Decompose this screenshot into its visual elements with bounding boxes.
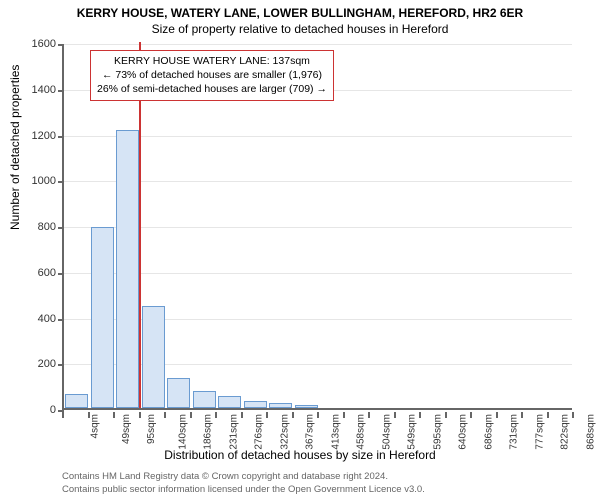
x-tick-mark bbox=[470, 412, 472, 418]
x-tick-mark bbox=[113, 412, 115, 418]
y-tick-label: 1400 bbox=[32, 84, 56, 96]
x-tick-mark bbox=[368, 412, 370, 418]
x-tick-label: 504sqm bbox=[381, 414, 392, 450]
x-tick-mark bbox=[419, 412, 421, 418]
y-tick-mark bbox=[58, 364, 64, 366]
histogram-bar bbox=[295, 405, 318, 408]
annotation-box: KERRY HOUSE WATERY LANE: 137sqm← 73% of … bbox=[90, 50, 334, 101]
title-block: KERRY HOUSE, WATERY LANE, LOWER BULLINGH… bbox=[0, 0, 600, 36]
y-tick-label: 1200 bbox=[32, 130, 56, 142]
x-tick-label: 777sqm bbox=[534, 414, 545, 450]
x-tick-mark bbox=[292, 412, 294, 418]
attribution-line-1: Contains HM Land Registry data © Crown c… bbox=[62, 471, 425, 483]
y-tick-mark bbox=[58, 90, 64, 92]
x-tick-mark bbox=[241, 412, 243, 418]
x-tick-mark bbox=[521, 412, 523, 418]
attribution-line-2: Contains public sector information licen… bbox=[62, 484, 425, 496]
x-tick-label: 549sqm bbox=[407, 414, 418, 450]
x-tick-mark bbox=[445, 412, 447, 418]
x-tick-label: 686sqm bbox=[483, 414, 494, 450]
x-axis-label: Distribution of detached houses by size … bbox=[0, 448, 600, 462]
y-tick-label: 800 bbox=[38, 221, 56, 233]
annotation-line: KERRY HOUSE WATERY LANE: 137sqm bbox=[97, 54, 327, 68]
x-tick-label: 367sqm bbox=[305, 414, 316, 450]
histogram-bar bbox=[91, 227, 114, 408]
histogram-bar bbox=[193, 391, 216, 408]
x-tick-label: 458sqm bbox=[356, 414, 367, 450]
y-tick-mark bbox=[58, 273, 64, 275]
x-tick-mark bbox=[496, 412, 498, 418]
x-tick-mark bbox=[139, 412, 141, 418]
x-tick-mark bbox=[394, 412, 396, 418]
x-tick-label: 731sqm bbox=[509, 414, 520, 450]
x-tick-mark bbox=[164, 412, 166, 418]
x-tick-label: 231sqm bbox=[228, 414, 239, 450]
x-tick-mark bbox=[547, 412, 549, 418]
x-tick-mark bbox=[62, 412, 64, 418]
x-tick-label: 276sqm bbox=[254, 414, 265, 450]
histogram-bar bbox=[116, 130, 139, 408]
y-tick-label: 600 bbox=[38, 267, 56, 279]
histogram-bar bbox=[218, 396, 241, 408]
y-axis-ticks: 02004006008001000120014001600 bbox=[0, 44, 60, 410]
chart-title: KERRY HOUSE, WATERY LANE, LOWER BULLINGH… bbox=[0, 6, 600, 20]
histogram-bar bbox=[65, 394, 88, 408]
chart-subtitle: Size of property relative to detached ho… bbox=[0, 22, 600, 36]
y-tick-label: 1600 bbox=[32, 38, 56, 50]
annotation-line: ← 73% of detached houses are smaller (1,… bbox=[97, 68, 327, 82]
x-tick-label: 868sqm bbox=[585, 414, 596, 450]
annotation-line: 26% of semi-detached houses are larger (… bbox=[97, 82, 327, 96]
property-size-chart: KERRY HOUSE, WATERY LANE, LOWER BULLINGH… bbox=[0, 0, 600, 500]
x-tick-mark bbox=[88, 412, 90, 418]
y-tick-mark bbox=[58, 181, 64, 183]
y-tick-mark bbox=[58, 44, 64, 46]
x-tick-label: 140sqm bbox=[177, 414, 188, 450]
x-tick-mark bbox=[266, 412, 268, 418]
attribution: Contains HM Land Registry data © Crown c… bbox=[62, 471, 425, 496]
x-tick-label: 95sqm bbox=[146, 414, 157, 444]
x-tick-mark bbox=[343, 412, 345, 418]
histogram-bar bbox=[269, 403, 292, 408]
y-tick-label: 400 bbox=[38, 313, 56, 325]
plot-area: KERRY HOUSE WATERY LANE: 137sqm← 73% of … bbox=[62, 44, 572, 410]
y-tick-label: 200 bbox=[38, 358, 56, 370]
y-tick-label: 0 bbox=[50, 404, 56, 416]
x-tick-label: 822sqm bbox=[560, 414, 571, 450]
x-tick-label: 186sqm bbox=[203, 414, 214, 450]
x-tick-mark bbox=[317, 412, 319, 418]
x-tick-mark bbox=[572, 412, 574, 418]
y-tick-label: 1000 bbox=[32, 175, 56, 187]
x-tick-label: 595sqm bbox=[432, 414, 443, 450]
x-tick-label: 640sqm bbox=[458, 414, 469, 450]
histogram-bar bbox=[167, 378, 190, 408]
x-tick-mark bbox=[215, 412, 217, 418]
y-tick-mark bbox=[58, 227, 64, 229]
x-tick-label: 413sqm bbox=[330, 414, 341, 450]
x-tick-label: 322sqm bbox=[279, 414, 290, 450]
x-tick-label: 4sqm bbox=[89, 414, 100, 438]
histogram-bar bbox=[244, 401, 267, 408]
x-tick-mark bbox=[190, 412, 192, 418]
y-tick-mark bbox=[58, 136, 64, 138]
y-tick-mark bbox=[58, 319, 64, 321]
x-tick-label: 49sqm bbox=[121, 414, 132, 444]
histogram-bar bbox=[142, 306, 165, 408]
